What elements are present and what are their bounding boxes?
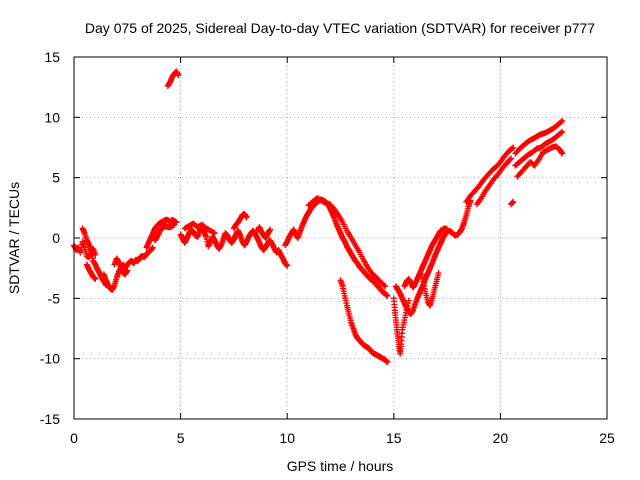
- x-tick-labels: 0 5 10 15 20 25: [70, 430, 615, 446]
- y-tick-labels: -15 -10 -5 0 5 10 15: [40, 49, 60, 427]
- x-tick-label: 5: [177, 430, 185, 446]
- y-tick-label: -10: [40, 351, 60, 367]
- data-point: [175, 72, 182, 79]
- data-point: [510, 198, 517, 205]
- data-point: [381, 282, 388, 289]
- data-point: [384, 292, 391, 299]
- data-point: [243, 214, 250, 221]
- data-point: [558, 118, 565, 125]
- y-tick-label: -5: [48, 290, 61, 306]
- data-point: [92, 251, 99, 258]
- x-tick-label: 20: [493, 430, 509, 446]
- data-point: [382, 283, 389, 290]
- x-axis-label: GPS time / hours: [287, 458, 394, 474]
- y-tick-label: 15: [44, 49, 60, 65]
- data-point: [92, 276, 99, 283]
- y-axis-label: SDTVAR / TECUs: [6, 182, 22, 294]
- data-point: [171, 221, 178, 228]
- x-tick-label: 0: [70, 430, 78, 446]
- data-point: [149, 244, 156, 251]
- data-point: [435, 269, 442, 276]
- data-point: [384, 359, 391, 366]
- y-tick-label: 10: [44, 109, 60, 125]
- data-point: [444, 226, 451, 233]
- x-tick-label: 25: [599, 430, 615, 446]
- data-point: [284, 262, 291, 269]
- data-point: [510, 144, 517, 151]
- data-point: [211, 230, 218, 237]
- y-tick-label: 5: [52, 170, 60, 186]
- data-point: [506, 156, 513, 163]
- y-tick-label: -15: [40, 411, 60, 427]
- data-point: [559, 117, 566, 124]
- data-point: [267, 226, 274, 233]
- data-points: [71, 68, 566, 366]
- data-point: [124, 267, 131, 274]
- chart-title: Day 075 of 2025, Sidereal Day-to-day VTE…: [85, 20, 595, 36]
- data-point: [559, 128, 566, 135]
- data-point: [405, 297, 412, 304]
- x-tick-label: 10: [279, 430, 295, 446]
- data-point: [508, 155, 515, 162]
- y-tick-label: 0: [52, 230, 60, 246]
- data-point: [558, 129, 565, 136]
- data-point: [559, 150, 566, 157]
- data-point: [509, 145, 516, 152]
- plot-frame: [73, 56, 608, 420]
- x-tick-label: 15: [386, 430, 402, 446]
